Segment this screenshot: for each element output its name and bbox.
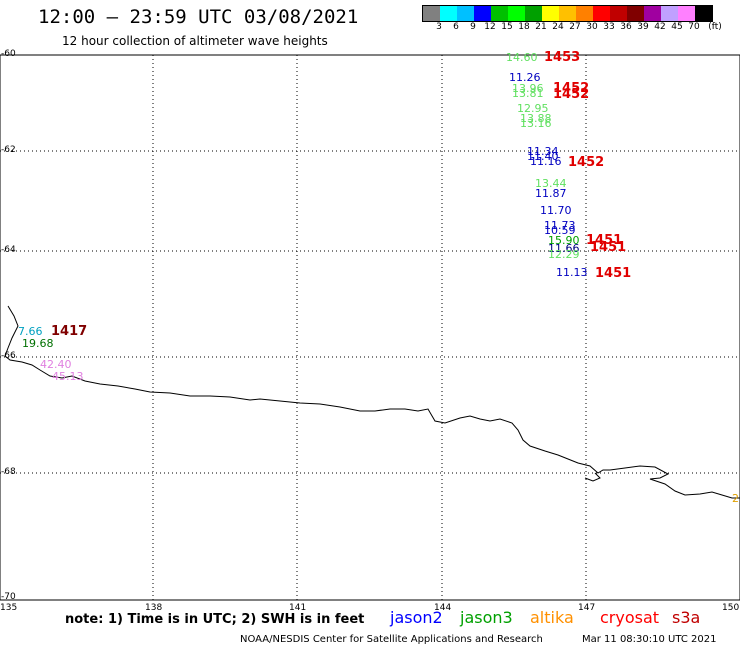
longitude-label: 147 bbox=[578, 603, 596, 613]
color-swatch bbox=[440, 6, 457, 21]
pass-time: 1452 bbox=[568, 155, 605, 170]
latitude-label: -64 bbox=[1, 245, 16, 255]
satellite-altika: altika bbox=[530, 608, 574, 627]
wave-height-value: 13.88 bbox=[520, 112, 552, 125]
color-swatch bbox=[542, 6, 559, 21]
color-scale-label: 9 bbox=[470, 22, 476, 32]
wave-height-value: 13.81 bbox=[512, 87, 544, 100]
map-subtitle: 12 hour collection of altimeter wave hei… bbox=[62, 34, 328, 48]
color-swatch bbox=[644, 6, 661, 21]
wave-height-value: 11.40 bbox=[527, 150, 559, 163]
color-scale-label: (ft) bbox=[708, 22, 722, 32]
pass-time: 1451 bbox=[595, 266, 632, 281]
satellite-s3a: s3a bbox=[672, 608, 701, 627]
wave-height-value: 13.16 bbox=[520, 117, 552, 130]
wave-height-value: 12.29 bbox=[548, 248, 580, 261]
longitude-label: 141 bbox=[289, 603, 307, 613]
map-title: 12:00 – 23:59 UTC 03/08/2021 bbox=[38, 6, 359, 28]
color-swatch bbox=[474, 6, 491, 21]
color-swatch bbox=[423, 6, 440, 21]
wave-height-value: 12.95 bbox=[517, 102, 549, 115]
coastline-inlet bbox=[584, 472, 601, 482]
color-swatch bbox=[610, 6, 627, 21]
grid-lines bbox=[0, 55, 740, 600]
wave-height-value: 10.59 bbox=[544, 224, 576, 237]
generation-timestamp: Mar 11 08:30:10 UTC 2021 bbox=[582, 634, 717, 645]
satellite-jason3: jason3 bbox=[460, 608, 513, 627]
pass-time: 1453 bbox=[544, 50, 581, 65]
wave-height-value: 11.66 bbox=[548, 242, 580, 255]
color-scale-label: 39 bbox=[637, 22, 649, 32]
latitude-label: -62 bbox=[1, 145, 16, 155]
coastline bbox=[4, 305, 740, 499]
wave-height-value: 13.96 bbox=[512, 82, 544, 95]
wave-height-value: 2 bbox=[732, 492, 739, 505]
latitude-label: -66 bbox=[1, 351, 16, 361]
color-swatch bbox=[661, 6, 678, 21]
wave-height-value: 13.44 bbox=[535, 177, 567, 190]
wave-height-value: 11.13 bbox=[556, 266, 588, 279]
pass-time: 1452 bbox=[553, 87, 590, 102]
longitude-label: 138 bbox=[145, 603, 163, 613]
wave-height-value: 42.40 bbox=[40, 358, 72, 371]
wave-height-value: 19.68 bbox=[22, 337, 54, 350]
color-swatch bbox=[491, 6, 508, 21]
satellite-jason2: jason2 bbox=[390, 608, 443, 627]
color-scale-label: 6 bbox=[453, 22, 459, 32]
color-scale-label: 12 bbox=[484, 22, 496, 32]
color-scale-bar bbox=[422, 5, 713, 22]
latitude-label: -68 bbox=[1, 467, 16, 477]
color-swatch bbox=[695, 6, 712, 21]
color-scale-label: 3 bbox=[436, 22, 442, 32]
wave-height-value: 7.66 bbox=[18, 325, 43, 338]
pass-time: 1417 bbox=[51, 324, 88, 339]
longitude-label: 150 bbox=[722, 603, 740, 613]
color-scale-label: 27 bbox=[569, 22, 581, 32]
longitude-label: 144 bbox=[434, 603, 452, 613]
wave-height-value: 15.90 bbox=[548, 234, 580, 247]
wave-height-value: 11.26 bbox=[509, 71, 541, 84]
longitude-label: 135 bbox=[0, 603, 18, 613]
latitude-label: -70 bbox=[1, 592, 16, 602]
color-scale-label: 18 bbox=[518, 22, 530, 32]
wave-height-value: 11.87 bbox=[535, 187, 567, 200]
color-scale-label: 70 bbox=[688, 22, 700, 32]
color-scale-label: 42 bbox=[654, 22, 666, 32]
color-scale-label: 24 bbox=[552, 22, 564, 32]
wave-height-value: 11.16 bbox=[530, 155, 562, 168]
pass-time: 1452 bbox=[553, 81, 590, 96]
color-scale-label: 33 bbox=[603, 22, 615, 32]
pass-time: 1451 bbox=[586, 233, 623, 248]
wave-height-value: 14.60 bbox=[506, 51, 538, 64]
wave-height-value: 45.13 bbox=[52, 370, 84, 383]
color-swatch bbox=[559, 6, 576, 21]
credit-line: NOAA/NESDIS Center for Satellite Applica… bbox=[240, 634, 543, 645]
satellite-cryosat: cryosat bbox=[600, 608, 660, 627]
wave-height-value: 11.34 bbox=[527, 145, 559, 158]
color-swatch bbox=[678, 6, 695, 21]
map-frame bbox=[0, 54, 740, 601]
latitude-label: -60 bbox=[1, 49, 16, 59]
wave-height-value: 11.70 bbox=[540, 204, 572, 217]
color-scale-labels: 3 6 9 12 15 18 21 24 27 30 33 36 39 42 45 70 (ft) bbox=[422, 22, 740, 34]
color-scale-label: 30 bbox=[586, 22, 598, 32]
color-swatch bbox=[576, 6, 593, 21]
color-scale-label: 21 bbox=[535, 22, 547, 32]
color-swatch bbox=[627, 6, 644, 21]
pass-time: 1451 bbox=[590, 240, 627, 255]
color-swatch bbox=[593, 6, 610, 21]
color-scale-label: 36 bbox=[620, 22, 632, 32]
wave-height-value: 11.73 bbox=[544, 219, 576, 232]
color-swatch bbox=[525, 6, 542, 21]
footer-note: note: 1) Time is in UTC; 2) SWH is in fe… bbox=[65, 612, 365, 627]
color-scale-label: 15 bbox=[501, 22, 513, 32]
color-scale-label: 45 bbox=[671, 22, 683, 32]
color-swatch bbox=[457, 6, 474, 21]
color-swatch bbox=[508, 6, 525, 21]
